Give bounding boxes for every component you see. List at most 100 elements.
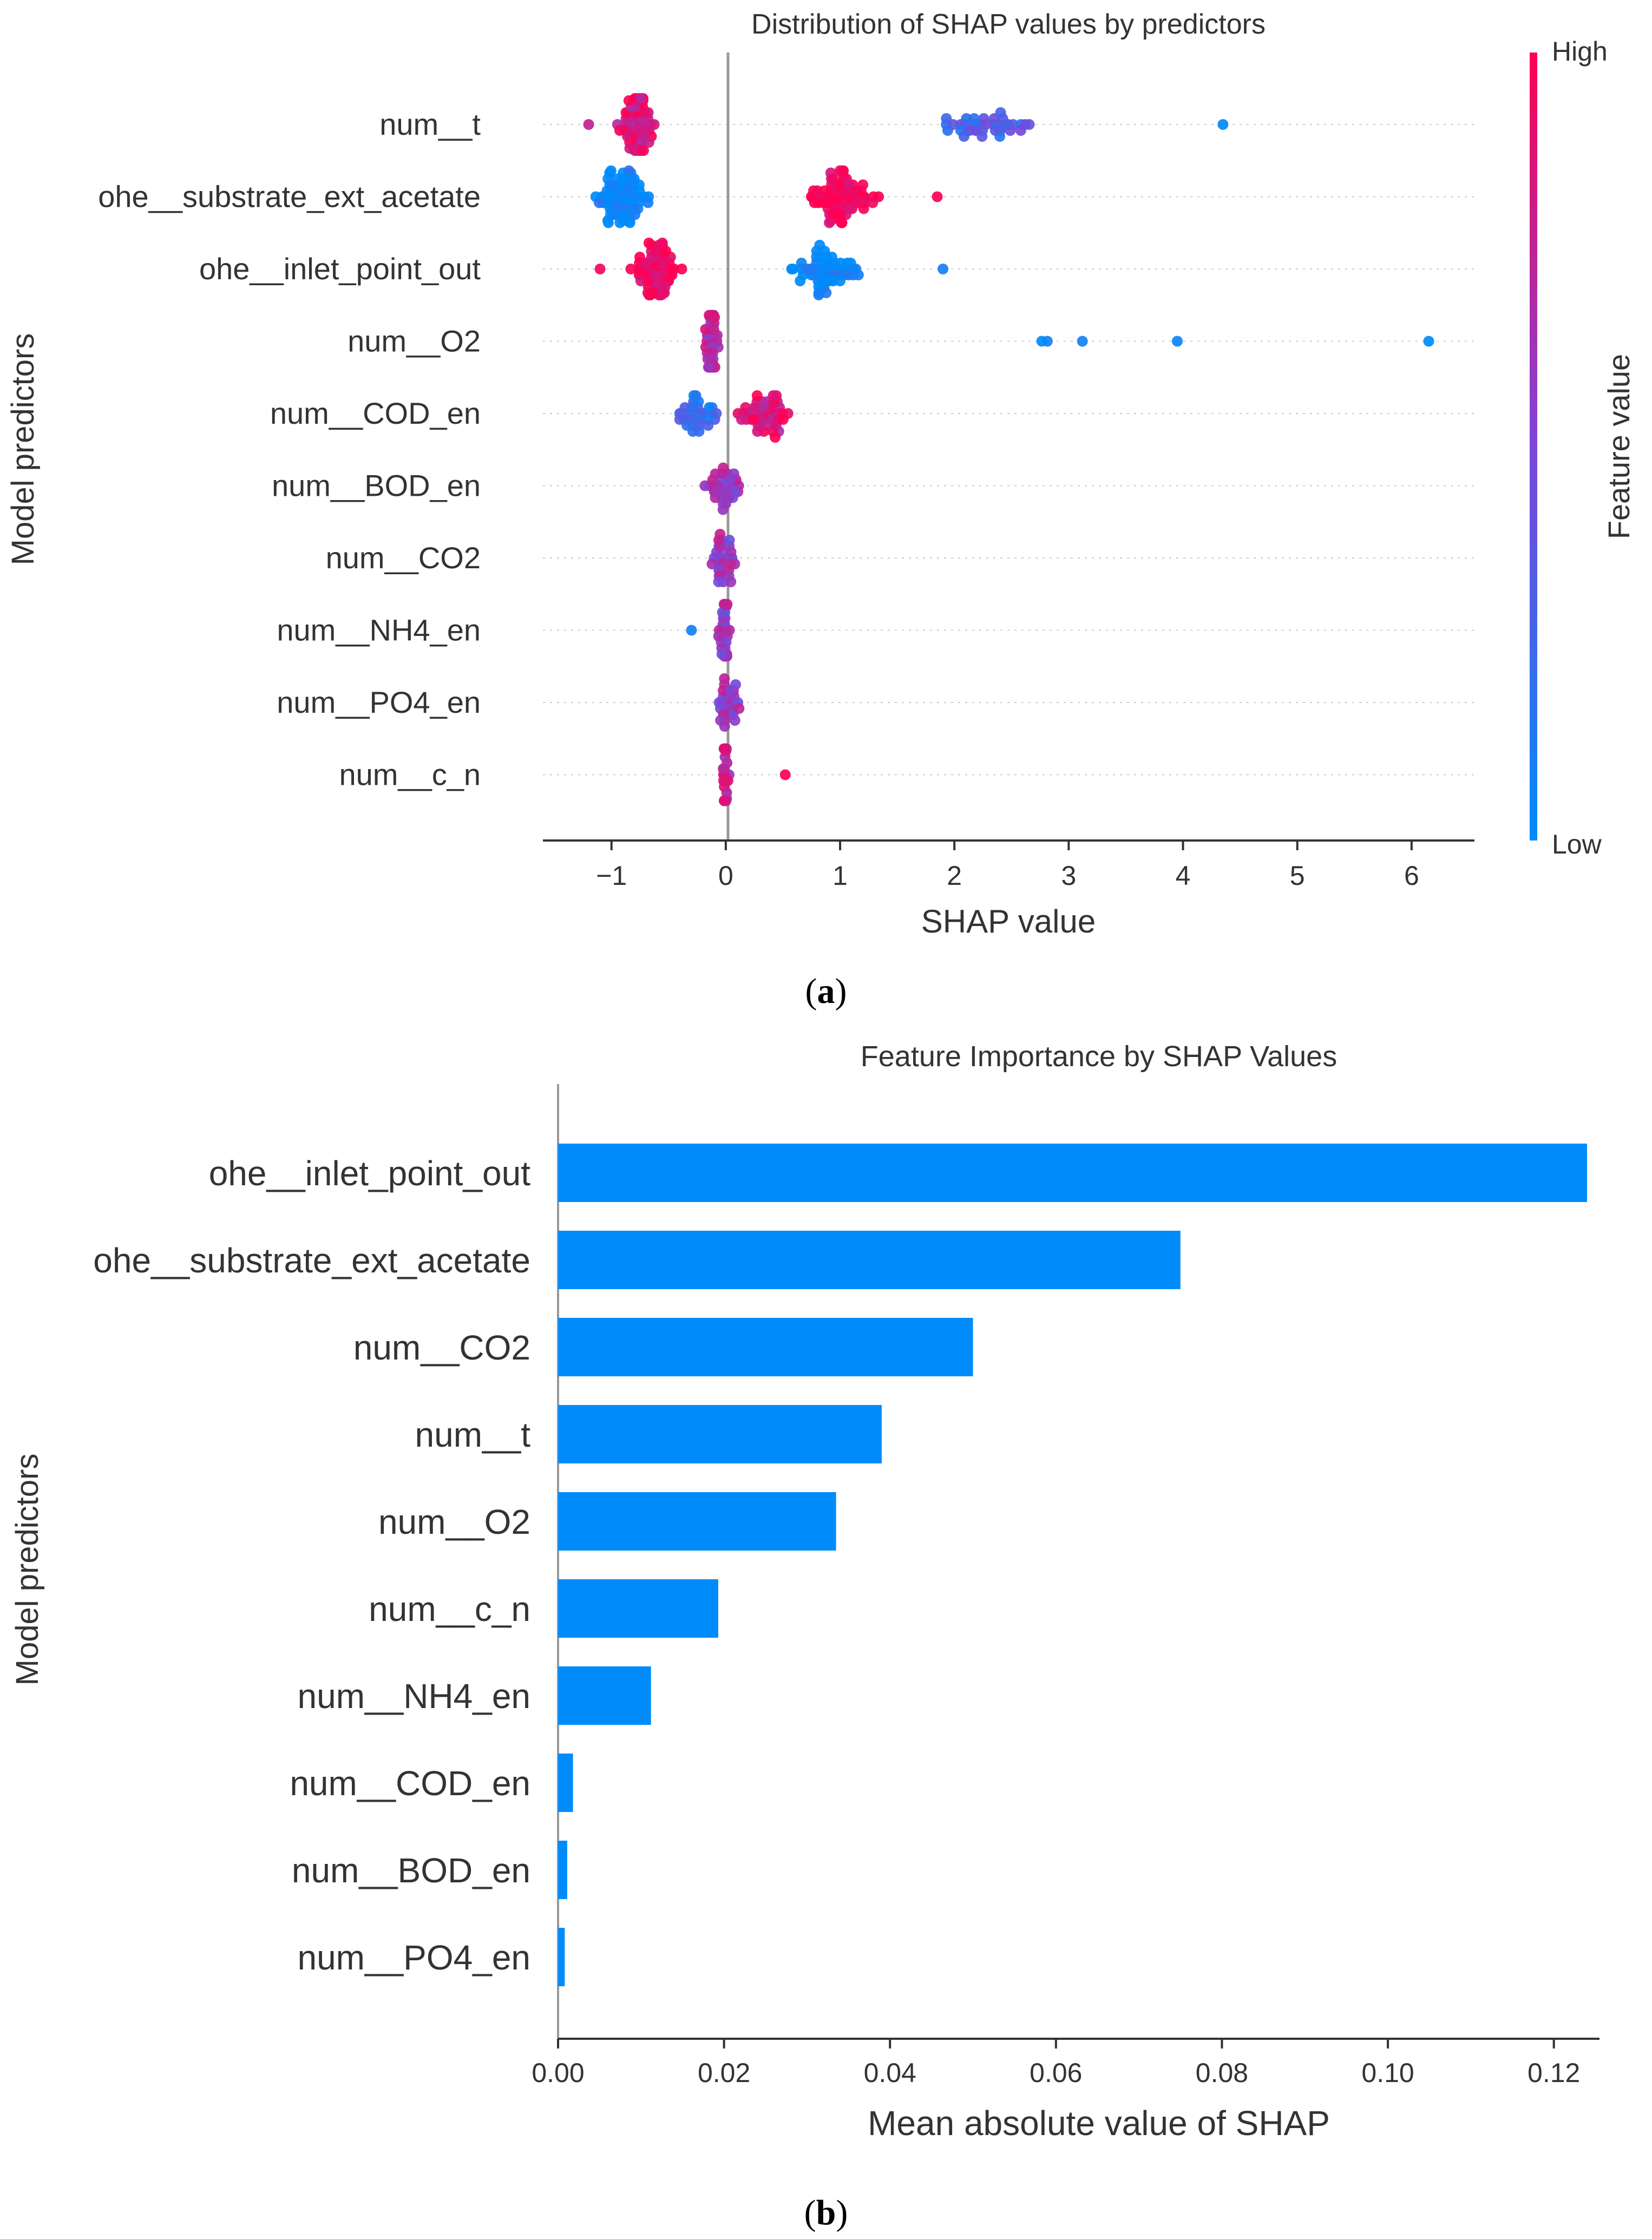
shap-dot [639,107,651,118]
shap-dot [681,420,692,431]
chart-b-ylabel: Model predictors [10,1454,45,1686]
shap-dot [639,131,650,142]
shap-dot [824,217,835,228]
predictor-label-num-cod-en: num__COD_en [270,396,481,430]
dot-row-num-co2 [706,529,740,587]
chart-a-xlabel: SHAP value [921,903,1096,940]
shap-dot [594,197,605,208]
shap-dot [643,197,654,208]
bar-num-bod-en [558,1841,567,1899]
chart-b-xlabel: Mean absolute value of SHAP [868,2104,1330,2143]
shap-dot [621,173,632,185]
row-guides [543,124,1474,776]
shap-dot [980,119,992,130]
shap-dot [717,607,728,618]
shap-dot [713,576,724,587]
bar-num-po4-en [558,1928,565,1986]
shap-dot [690,390,702,401]
predictor-label-num-po4-en: num__PO4_en [277,685,481,719]
shap-dot [725,474,736,485]
bar-label-num-po4-en: num__PO4_en [297,1938,530,1977]
shap-dot [801,264,812,274]
bar-num-cod-en [558,1754,573,1812]
bar-label-num-bod-en: num__BOD_en [292,1851,530,1890]
shap-dot [1001,119,1013,130]
x-tick-label: 0.12 [1528,2058,1580,2088]
shap-dot [605,165,617,176]
shap-dot [768,390,779,401]
shap-dot [795,275,806,286]
shap-dot [702,353,713,365]
shap-dot [724,492,735,503]
x-axis-ticks: 0.00 0.02 0.04 0.06 0.08 0.10 0.12 [532,2039,1580,2088]
shap-dot [995,107,1006,118]
predictor-label-num-c-n: num__c_n [339,758,481,792]
shap-dot [711,408,722,419]
bar-num-t [558,1405,882,1463]
predictor-labels: num__t ohe__substrate_ext_acetate ohe__inl… [98,107,481,792]
shap-dot [648,119,660,130]
shap-dot [718,763,729,774]
shap-dot [703,362,714,373]
colorbar-label: Feature value [1602,354,1636,539]
shap-dot [623,165,634,176]
bar-label-ohe-substrate-ext-acetate: ohe__substrate_ext_acetate [93,1241,530,1280]
x-tick-label: 4 [1176,861,1191,891]
shap-dot [777,414,789,425]
shap-dot [817,197,829,208]
x-tick-label: 0.00 [532,2058,584,2088]
shap-dot [686,402,697,413]
shap-dot [770,432,781,443]
predictor-label-num-nh4-en: num__NH4_en [277,613,481,647]
shap-dot [624,143,635,154]
shap-dot [814,252,825,262]
shap-dot [1423,336,1434,347]
dot-row-num-cod-en [674,390,794,443]
shap-dot [693,426,705,437]
shap-dot [718,775,729,786]
shap-dot [843,179,854,191]
bar-num-o2 [558,1492,836,1551]
shap-dot [635,145,647,156]
shap-dot [686,625,697,636]
shap-dot [718,685,729,696]
dot-row-num-t [583,93,1229,156]
x-tick-label: 1 [832,861,848,891]
shap-dot [989,125,1001,136]
colorbar-high-label: High [1552,36,1608,67]
shap-dot [715,715,726,726]
shap-dot [659,287,670,298]
x-tick-label: 0.06 [1030,2058,1082,2088]
predictor-label-num-bod-en: num__BOD_en [272,469,481,503]
bar-num-nh4-en [558,1666,651,1725]
shap-dot [748,414,759,425]
shap-dot [834,209,845,220]
x-axis-ticks: −1 0 1 2 3 4 5 6 [596,841,1419,891]
bar-label-num-c-n: num__c_n [369,1590,530,1629]
shap-dot [1015,125,1026,136]
x-tick-label: 5 [1290,861,1305,891]
x-tick-label: 3 [1061,861,1076,891]
dot-row-ohe-substrate-ext-acetate [590,165,943,228]
shap-dot [710,468,721,480]
dot-row-num-bod-en [699,462,744,515]
shap-dot [622,131,633,142]
shap-dot [594,264,606,274]
shap-dot [719,673,730,684]
importance-bars [558,1144,1587,1986]
shap-dot [710,486,722,497]
shap-dot [601,185,613,196]
bar-label-ohe-inlet-point-out: ohe__inlet_point_out [209,1154,531,1193]
shap-dot [845,258,856,268]
shap-dot [751,390,763,401]
dot-row-ohe-inlet-point-out [594,238,949,300]
bar-ohe-inlet-point-out [558,1144,1587,1202]
shap-dot [628,173,640,185]
shap-dot [961,113,972,124]
shap-dot [642,275,653,286]
shap-dot [843,270,855,280]
shap-dot [704,402,715,413]
shap-dot [826,252,837,262]
shap-dot [724,535,735,546]
